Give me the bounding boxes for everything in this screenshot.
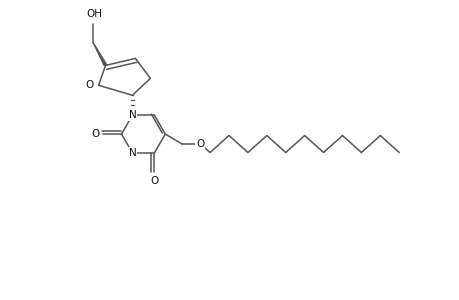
- Text: N: N: [129, 110, 136, 120]
- Polygon shape: [93, 43, 107, 65]
- Text: O: O: [85, 80, 94, 90]
- Text: O: O: [91, 129, 100, 139]
- Text: OH: OH: [86, 9, 102, 19]
- Text: O: O: [150, 176, 158, 186]
- Text: N: N: [129, 148, 136, 158]
- Text: O: O: [196, 139, 204, 149]
